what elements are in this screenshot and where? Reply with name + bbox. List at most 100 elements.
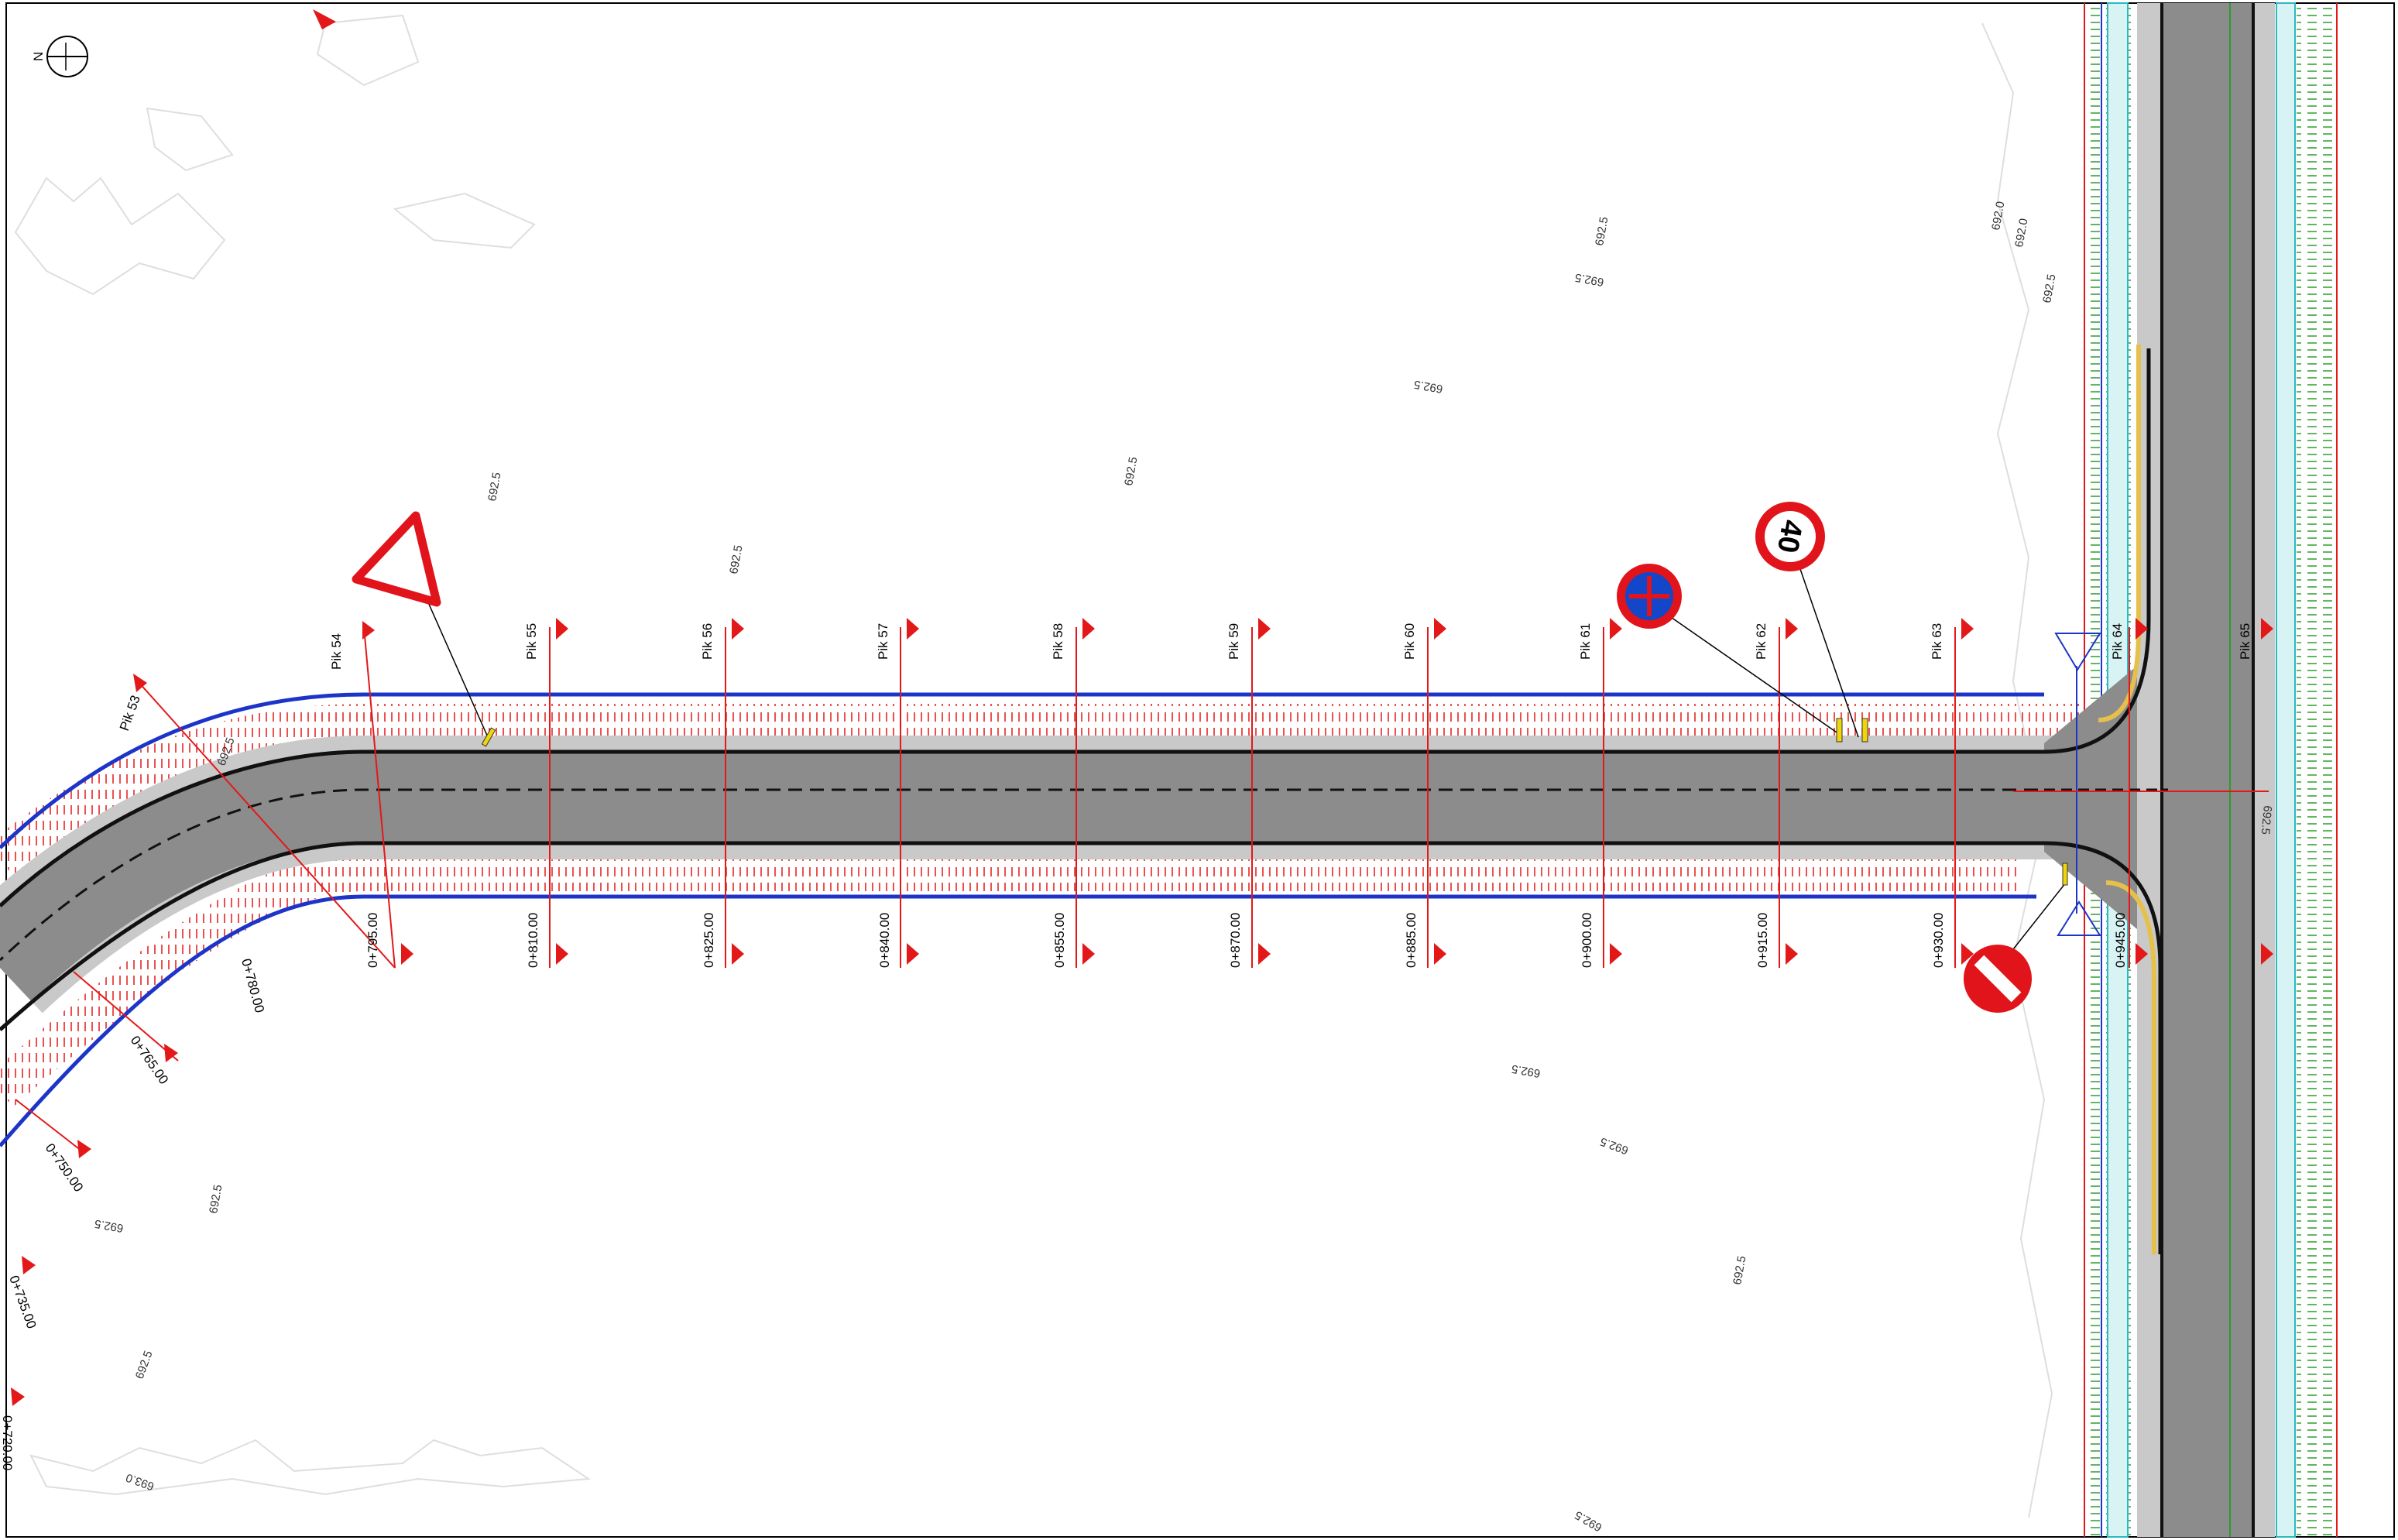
profile-flag xyxy=(556,943,568,965)
give-way-triangle xyxy=(352,511,441,607)
chainage-label: 0+780.00 xyxy=(238,957,267,1014)
elevation-label: 692.5 xyxy=(1413,378,1444,396)
main-road-pavement xyxy=(2162,3,2253,1537)
profile-flag xyxy=(1258,943,1271,965)
elevation-label: 692.5 xyxy=(1573,1508,1604,1534)
profile-label: Pik 55 xyxy=(524,623,539,660)
south-ditch xyxy=(0,894,2036,1147)
profile-flag xyxy=(1610,943,1622,965)
profile-flag xyxy=(732,618,744,640)
access-road xyxy=(0,692,2168,1147)
elevation-label: 692.5 xyxy=(1511,1062,1542,1080)
profile-flag xyxy=(2261,943,2273,965)
chainage-label: 0+900.00 xyxy=(1580,913,1594,968)
profile-flag xyxy=(2261,618,2273,640)
south-edge-line xyxy=(0,841,2091,1031)
profile-flag xyxy=(1082,943,1095,965)
north-label: N xyxy=(31,52,46,61)
profile-flag xyxy=(22,1256,36,1274)
profile-label: Pik 53 xyxy=(117,693,143,732)
chainage-label: 0+795.00 xyxy=(365,913,380,968)
chainage-label: 0+930.00 xyxy=(1931,913,1946,968)
profile-label: Pik 63 xyxy=(1930,623,1944,660)
sign-post xyxy=(1861,718,1868,743)
south-junction-curb xyxy=(2043,841,2163,1254)
chainage-label: 0+735.00 xyxy=(6,1274,39,1331)
no-stopping-sign xyxy=(1617,564,1682,629)
road-centreline xyxy=(0,788,2168,962)
elevation-label: 692.5 xyxy=(2259,805,2274,835)
profile-flag xyxy=(2136,618,2148,640)
profile-flag xyxy=(556,618,568,640)
chainage-label: 0+915.00 xyxy=(1755,913,1770,968)
elevation-label: 692.5 xyxy=(1574,271,1605,289)
profile-label: Pik 62 xyxy=(1754,623,1768,660)
north-edge-line xyxy=(0,749,2091,907)
north-junction-curb xyxy=(2043,348,2151,754)
profile-flag xyxy=(77,1140,91,1158)
profile-flag xyxy=(1434,943,1446,965)
south-junction-yellow xyxy=(2105,880,2156,1254)
chainage-label: 0+945.00 xyxy=(2113,913,2128,968)
north-junction-triangle xyxy=(2054,633,2101,671)
elevation-label: 692.5 xyxy=(485,472,503,502)
chainage-label: 0+885.00 xyxy=(1404,913,1419,968)
speed-limit-sign: 40 xyxy=(1755,502,1825,571)
elevation-label: 692.5 xyxy=(133,1349,156,1381)
terrain-outlines xyxy=(14,14,2053,1518)
chainage-label: 0+825.00 xyxy=(702,913,716,968)
profile-flag xyxy=(2136,943,2148,965)
south-junction-triangle xyxy=(2057,900,2101,936)
profile-line xyxy=(363,626,396,969)
elevation-label: 692.0 xyxy=(1989,201,2007,232)
profile-line xyxy=(15,1099,86,1154)
profile-label: Pik 59 xyxy=(1226,623,1241,660)
south-verge xyxy=(0,851,2021,1107)
elevation-label: 693.0 xyxy=(124,1470,156,1493)
chainage-label: 0+765.00 xyxy=(128,1033,172,1086)
profile-flag xyxy=(164,1044,178,1062)
profile-flags xyxy=(11,618,2273,1406)
profile-label: Pik 54 xyxy=(329,633,344,670)
chainage-label: 0+840.00 xyxy=(877,913,892,968)
profile-labels: Pik 53 Pik 54 Pik 55 Pik 56 Pik 57 Pik 5… xyxy=(117,623,2252,733)
profile-flag xyxy=(1961,618,1974,640)
sign-post xyxy=(1836,718,1843,743)
profile-line xyxy=(73,971,179,1062)
elevation-label: 692.0 xyxy=(2012,218,2030,249)
profile-flag xyxy=(401,943,413,965)
profile-flag xyxy=(1258,618,1271,640)
sign-posts xyxy=(481,718,2068,886)
elevation-label: 692.5 xyxy=(2040,273,2058,304)
top-marker-flag xyxy=(313,9,336,29)
profile-line xyxy=(137,681,396,969)
east-green-verge xyxy=(2297,3,2335,1537)
chainage-label: 0+870.00 xyxy=(1228,913,1243,968)
profile-label: Pik 61 xyxy=(1578,623,1593,660)
speed-limit-value: 40 xyxy=(1771,517,1809,555)
profile-label: Pik 57 xyxy=(876,623,890,660)
profile-flag xyxy=(1786,618,1798,640)
no-entry-sign xyxy=(1964,945,2032,1013)
west-shoulder xyxy=(2137,3,2164,1537)
profile-label: Pik 56 xyxy=(700,623,715,660)
profile-flag xyxy=(133,674,147,692)
profile-flag xyxy=(907,943,919,965)
elevation-label: 692.5 xyxy=(1731,1255,1748,1286)
east-shoulder xyxy=(2255,3,2275,1537)
drawing-frame xyxy=(5,2,2395,1538)
elevation-label: 692.5 xyxy=(1593,216,1611,247)
profile-flag xyxy=(11,1387,25,1406)
profile-flag xyxy=(1786,943,1798,965)
profile-label: Pik 65 xyxy=(2238,623,2252,660)
profile-lines xyxy=(15,626,2269,1154)
elevation-labels: 692.5 692.5 692.5 692.5 692.5 692.0 692.… xyxy=(94,201,2274,1534)
main-road xyxy=(2084,2,2338,1538)
profile-label: Pik 64 xyxy=(2110,623,2125,660)
profile-flag xyxy=(1434,618,1446,640)
elevation-label: 692.5 xyxy=(94,1217,125,1235)
profile-flag xyxy=(732,943,744,965)
elevation-label: 692.5 xyxy=(1598,1134,1630,1157)
chainage-label: 0+720.00 xyxy=(0,1415,15,1470)
